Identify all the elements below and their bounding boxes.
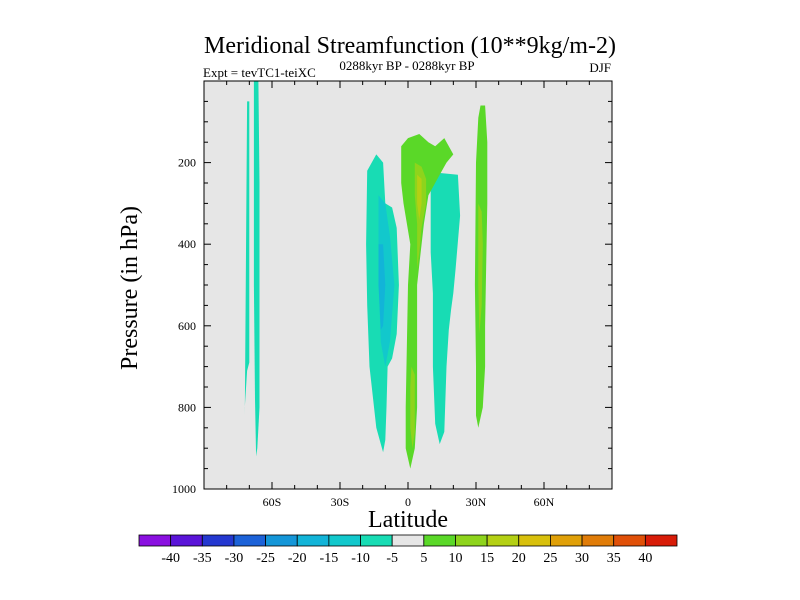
colorbar-label: 25 [543,551,557,566]
y-tick-label: 800 [178,400,196,414]
colorbar-label: -30 [225,551,244,566]
x-tick-label: 0 [405,495,411,509]
colorbar-swatch [644,534,678,547]
colorbar-swatch [170,534,203,547]
colorbar-label: -10 [351,551,370,566]
colorbar-swatch [265,534,298,547]
y-axis-label: Pressure (in hPa) [117,206,143,370]
colorbar-swatch [455,534,488,547]
colorbar-label: -20 [288,551,307,566]
colorbar-swatch [138,534,172,547]
x-tick-label: 30S [331,495,350,509]
x-tick-label: 60S [263,495,282,509]
contour-region-0 [244,101,250,416]
colorbar-label: -25 [256,551,275,566]
x-tick-label: 60N [534,495,555,509]
colorbar-swatch [391,534,425,547]
contour-fills [244,81,488,469]
contour-region-9 [410,366,415,449]
colorbar-label: 40 [638,551,652,566]
colorbar-swatch [486,534,520,547]
x-axis-ticks: 60S 30S 0 30N 60N [203,81,613,509]
colorbar-swatch [550,534,583,547]
contour-region-10 [478,203,483,334]
chart-title: Meridional Streamfunction (10**9kg/m-2) [204,33,616,59]
x-tick-label: 30N [466,495,487,509]
contour-region-5 [378,244,386,330]
contour-region-1 [253,81,260,457]
y-tick-label: 600 [178,319,196,333]
colorbar-label: 15 [480,551,494,566]
y-tick-label: 1000 [172,482,196,496]
colorbar-swatch [296,534,330,547]
colorbar-swatch [423,534,456,547]
colorbar-swatch [613,534,646,547]
colorbar-swatch [581,534,615,547]
colorbar-label: -15 [320,551,339,566]
colorbar-swatch [328,534,361,547]
colorbar-swatch [360,534,393,547]
colorbar-label: 20 [512,551,526,566]
contour-region-11 [417,174,422,220]
colorbar-label: -35 [193,551,212,566]
colorbar-swatch [233,534,266,547]
y-tick-label: 200 [178,156,196,170]
season-label: DJF [589,60,611,75]
colorbar-label: -5 [386,551,398,566]
colorbar-label: -40 [161,551,180,566]
colorbar-label: 5 [420,551,427,566]
y-axis-ticks: 200 400 600 800 1000 [172,100,612,496]
colorbar-label: 35 [607,551,621,566]
y-tick-label: 400 [178,237,196,251]
contour-region-3 [430,172,461,445]
time-range-label: 0288kyr BP - 0288kyr BP [339,58,474,73]
colorbar-label: 10 [448,551,462,566]
x-axis-label: Latitude [368,507,448,533]
experiment-label: Expt = tevTC1-teiXC [203,65,316,80]
colorbar: -40 -35 -30 -25 -20 -15 -10 -5 5 10 15 20 25 30 35 40 [138,534,678,566]
colorbar-swatch [201,534,235,547]
colorbar-swatch [518,534,551,547]
colorbar-label: 30 [575,551,589,566]
